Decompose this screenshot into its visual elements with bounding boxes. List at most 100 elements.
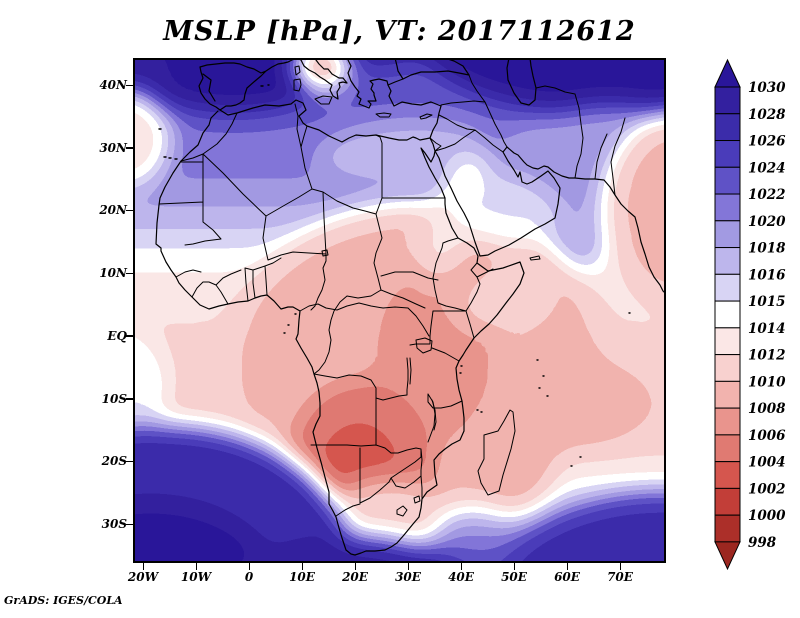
colorbar-cell [714,220,741,249]
lon-tick-label: 70E [607,570,633,584]
lon-tick [407,563,409,570]
colorbar-tick-label: 1006 [748,428,786,444]
lon-tick [619,563,621,570]
lon-tick-label: 30E [395,570,421,584]
pressure-field-blob-madagascar-pink [463,400,559,516]
colorbar-arrow-down [714,541,741,571]
colorbar-cell [714,166,741,195]
borders-sahel-westafrica [175,215,327,311]
pressure-field-blob-italy-low [294,58,348,89]
coastline-mediterranean [219,99,442,143]
lon-tick-label: 0 [244,570,254,584]
lat-tick-label: 10N [99,266,127,281]
colorbar-tick-label: 1004 [748,455,786,471]
borders-central-africa [299,289,430,446]
pressure-field-blob-arabia-white [451,175,559,245]
pressure-field-blob-satl-core [133,504,269,563]
lakes [406,337,437,431]
colorbar-tick-label: 1008 [748,401,786,417]
pressure-field-blob-sind-high [504,492,666,563]
plot-frame [133,58,666,563]
plot-title: MSLP [hPa], VT: 2017112612 [163,16,636,47]
lat-tick-label: 20S [101,454,127,469]
colorbar-cell [714,407,741,436]
colorbar-cell [714,514,741,543]
map-borders [155,58,666,556]
lon-tick-label: 40E [448,570,474,584]
pressure-field [133,58,666,563]
colorbar-tick-label: 998 [748,535,777,551]
lat-tick-label: EQ [107,328,127,343]
colorbar-tick-label: 1020 [748,214,786,230]
colorbar-tick-label: 1014 [748,321,786,337]
colorbar-tick-label: 1024 [748,160,786,176]
lat-tick-label: 40N [99,78,127,92]
colorbar-cell [714,273,741,302]
coastline-italy [295,58,348,100]
colorbar: 1030 1028 1026 1024 1022 1020 1018 1016 1015 1014… [712,54,797,584]
colorbar-cell [714,247,741,275]
colorbar-tick-label: 1015 [748,294,786,310]
lon-tick-label: 10W [180,570,212,584]
colorbar-tick-label: 1016 [748,267,786,283]
lon-tick [195,563,197,570]
lon-tick [354,563,356,570]
lat-tick [126,460,133,463]
lat-tick-label: 20N [99,203,127,218]
lon-tick-label: 50E [501,570,527,584]
colorbar-cell [714,193,741,222]
lat-tick [126,335,133,337]
pressure-field-blob-med-ridge [316,119,486,181]
colorbar-tick-label: 1018 [748,241,786,257]
colorbar-tick-label: 1028 [748,107,786,123]
colorbar-cell [714,113,741,142]
small-island-dots [158,84,631,467]
lat-tick [126,523,133,526]
borders-southern-africa [310,393,463,517]
colorbar-tick-label: 1010 [748,374,786,390]
lon-tick [460,563,462,570]
coastline-greece [346,58,389,109]
colorbar-tick-label: 1022 [748,187,786,203]
lon-tick-label: 20W [127,570,159,584]
colorbar-cell [714,327,741,356]
pressure-field-blob-azores-low [133,90,170,186]
lat-tick [126,209,133,212]
lat-tick-label: 30N [99,140,127,155]
colorbar-tick-label: 1000 [748,508,786,524]
lon-tick [301,563,303,570]
colorbar-cell [714,434,741,463]
lon-tick [513,563,515,570]
lon-tick [142,563,144,570]
lat-tick [126,272,133,275]
colorbar-tick-label: 1026 [748,134,786,150]
colorbar-tick-label: 1030 [748,80,786,96]
lon-tick-label: 20E [342,570,368,584]
pressure-field-blob-east-high [427,58,666,113]
lon-tick-label: 60E [554,570,580,584]
pressure-field-blob-cape-high [243,536,453,563]
coastline-caspian [506,58,537,106]
lat-tick-label: 30S [101,517,127,532]
colorbar-cell [714,300,741,329]
lon-tick-label: 10E [289,570,315,584]
borders-east-africa [380,237,494,362]
colorbar-cell [714,86,741,115]
pressure-field-blob-india-low [603,114,666,302]
colorbar-cell [714,140,741,168]
pressure-map [133,58,666,563]
pressure-map-svg [133,58,666,563]
borders-north-africa [158,103,446,291]
pressure-field-blob-horn-pink [458,261,552,331]
colorbar-cell [714,487,741,516]
lat-tick [126,84,133,86]
colorbar-cell [714,461,741,489]
lon-tick [566,563,568,570]
lat-tick [126,147,133,149]
islands [293,65,541,496]
lat-tick [126,398,133,400]
colorbar-cell [714,380,741,409]
lat-tick-label: 10S [101,391,127,406]
borders-middle-east [429,74,626,196]
colorbar-cell [714,354,741,382]
